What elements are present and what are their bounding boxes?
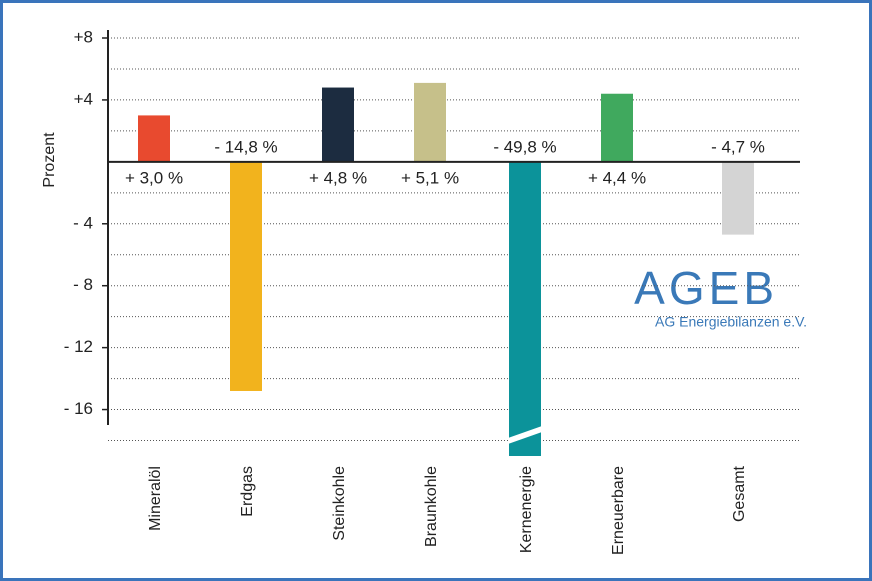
y-tick-label: +4 xyxy=(74,89,93,108)
bar xyxy=(138,115,170,162)
value-label: + 3,0 % xyxy=(125,168,183,187)
bar xyxy=(230,161,262,391)
bar xyxy=(601,93,633,162)
x-tick-label: Mineralöl xyxy=(147,466,164,531)
y-axis-label: Prozent xyxy=(41,132,58,188)
value-label: + 4,4 % xyxy=(588,168,646,187)
bar xyxy=(509,161,541,456)
y-tick-label: - 8 xyxy=(73,275,93,294)
x-tick-label: Kernenergie xyxy=(518,466,535,553)
x-tick-label: Erneuerbare xyxy=(610,466,627,555)
y-tick-label: - 4 xyxy=(73,213,93,232)
x-tick-label: Steinkohle xyxy=(331,466,348,541)
axis-break xyxy=(508,426,542,444)
x-tick-label: Erdgas xyxy=(239,466,256,517)
y-tick-label: +8 xyxy=(74,27,93,46)
bar xyxy=(722,161,754,235)
x-tick-label: Braunkohle xyxy=(423,466,440,547)
y-tick-label: - 16 xyxy=(64,399,93,418)
logo-title: AGEB xyxy=(634,262,778,314)
value-label: - 14,8 % xyxy=(214,137,277,156)
value-label: - 4,7 % xyxy=(711,137,765,156)
logo-subtitle: AG Energiebilanzen e.V. xyxy=(655,314,807,330)
value-label: + 4,8 % xyxy=(309,168,367,187)
value-label: - 49,8 % xyxy=(493,137,556,156)
bar xyxy=(322,87,354,162)
y-tick-label: - 12 xyxy=(64,337,93,356)
x-tick-label: Gesamt xyxy=(731,465,748,522)
bar xyxy=(414,82,446,162)
value-label: + 5,1 % xyxy=(401,168,459,187)
